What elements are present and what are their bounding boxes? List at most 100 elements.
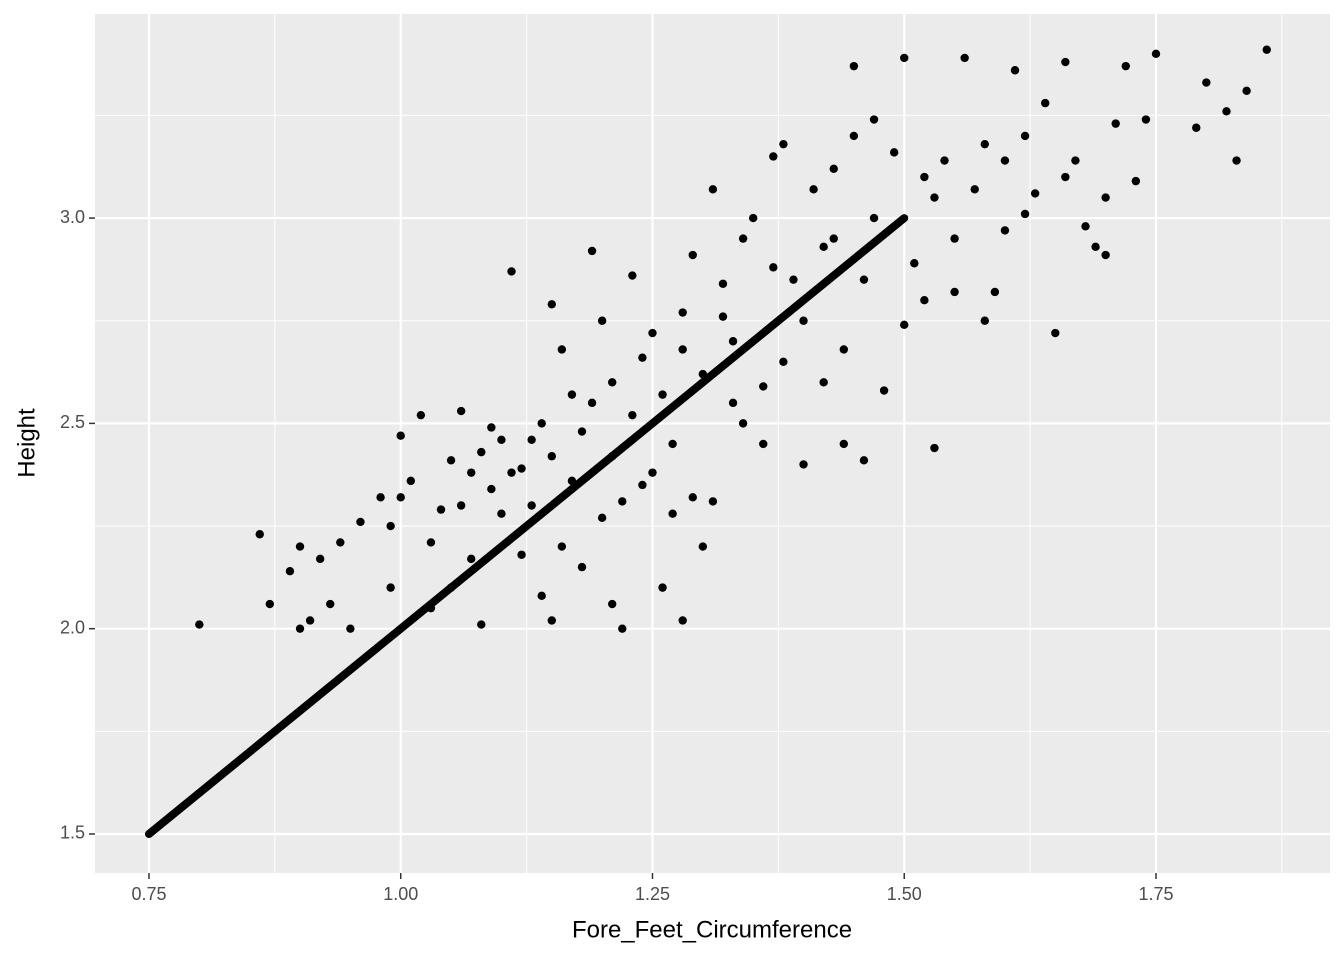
- point: [769, 152, 778, 161]
- point: [950, 287, 959, 297]
- point: [658, 390, 667, 399]
- point: [608, 378, 617, 387]
- point: [628, 271, 637, 280]
- point: [779, 139, 788, 149]
- point: [910, 259, 919, 268]
- point: [1061, 57, 1070, 67]
- point: [406, 476, 415, 486]
- point: [990, 287, 1000, 297]
- point: [759, 382, 768, 391]
- point: [829, 234, 838, 243]
- point: [678, 616, 687, 625]
- point: [608, 599, 617, 609]
- point: [638, 353, 647, 362]
- point: [477, 447, 486, 457]
- point: [356, 517, 365, 527]
- point: [839, 345, 849, 354]
- point: [547, 452, 556, 461]
- point: [839, 439, 849, 449]
- point: [930, 193, 939, 202]
- point: [396, 431, 405, 440]
- point: [1222, 107, 1231, 116]
- point: [487, 423, 496, 432]
- line: [144, 214, 909, 838]
- point: [859, 275, 869, 284]
- point: [446, 456, 456, 465]
- point: [678, 308, 687, 317]
- point: [809, 185, 818, 194]
- point: [738, 234, 748, 243]
- point: [628, 410, 637, 420]
- point: [889, 148, 899, 157]
- point: [1041, 98, 1050, 108]
- marks: [144, 45, 1271, 838]
- y-tick-label: 2.5: [60, 412, 85, 432]
- point: [940, 156, 949, 165]
- point: [1071, 156, 1080, 165]
- point: [728, 337, 738, 346]
- point: [467, 468, 476, 477]
- x-tick-label: 1.50: [887, 884, 922, 904]
- point: [1091, 242, 1100, 252]
- point: [1061, 172, 1070, 182]
- point: [396, 493, 405, 502]
- point: [1192, 123, 1201, 132]
- point: [537, 419, 546, 428]
- x-tick-label: 0.75: [131, 884, 166, 904]
- panel: [95, 14, 1330, 873]
- point: [708, 185, 718, 194]
- point: [295, 542, 305, 551]
- point: [255, 530, 264, 539]
- point: [1081, 222, 1090, 231]
- x-tick-label: 1.25: [635, 884, 670, 904]
- x-tick-label: 1.00: [383, 884, 418, 904]
- point: [436, 505, 446, 514]
- point: [980, 139, 989, 149]
- point: [285, 567, 295, 576]
- point: [980, 316, 989, 325]
- point: [1051, 328, 1060, 338]
- point: [618, 497, 627, 506]
- point: [597, 316, 607, 325]
- point: [718, 312, 728, 321]
- point: [859, 456, 869, 465]
- point: [497, 509, 506, 518]
- point: [950, 234, 959, 243]
- point: [1111, 119, 1120, 128]
- point: [386, 583, 395, 592]
- point: [577, 562, 587, 572]
- point: [376, 493, 385, 502]
- point: [920, 172, 929, 182]
- point: [1000, 226, 1010, 235]
- point: [789, 275, 798, 284]
- point: [597, 513, 607, 523]
- x-axis-title: Fore_Feet_Circumference: [572, 916, 852, 943]
- point: [1101, 250, 1110, 260]
- point: [587, 246, 597, 256]
- x-tick-label: 1.75: [1138, 884, 1173, 904]
- point: [1131, 176, 1141, 186]
- point: [819, 378, 828, 387]
- point: [557, 345, 567, 354]
- point: [1010, 66, 1020, 75]
- point: [708, 497, 718, 506]
- point: [426, 538, 436, 547]
- point: [467, 554, 476, 564]
- point: [507, 468, 516, 477]
- point: [577, 427, 587, 436]
- point: [547, 616, 556, 625]
- point: [759, 439, 768, 449]
- point: [819, 242, 828, 252]
- point: [779, 357, 788, 366]
- point: [326, 599, 335, 609]
- point: [618, 624, 627, 633]
- point: [678, 345, 687, 354]
- point: [900, 53, 909, 63]
- y-tick-label: 1.5: [60, 823, 85, 843]
- point: [718, 279, 728, 288]
- point: [1020, 209, 1030, 219]
- point: [587, 398, 597, 408]
- point: [547, 300, 556, 309]
- point: [668, 509, 677, 518]
- point: [849, 61, 859, 71]
